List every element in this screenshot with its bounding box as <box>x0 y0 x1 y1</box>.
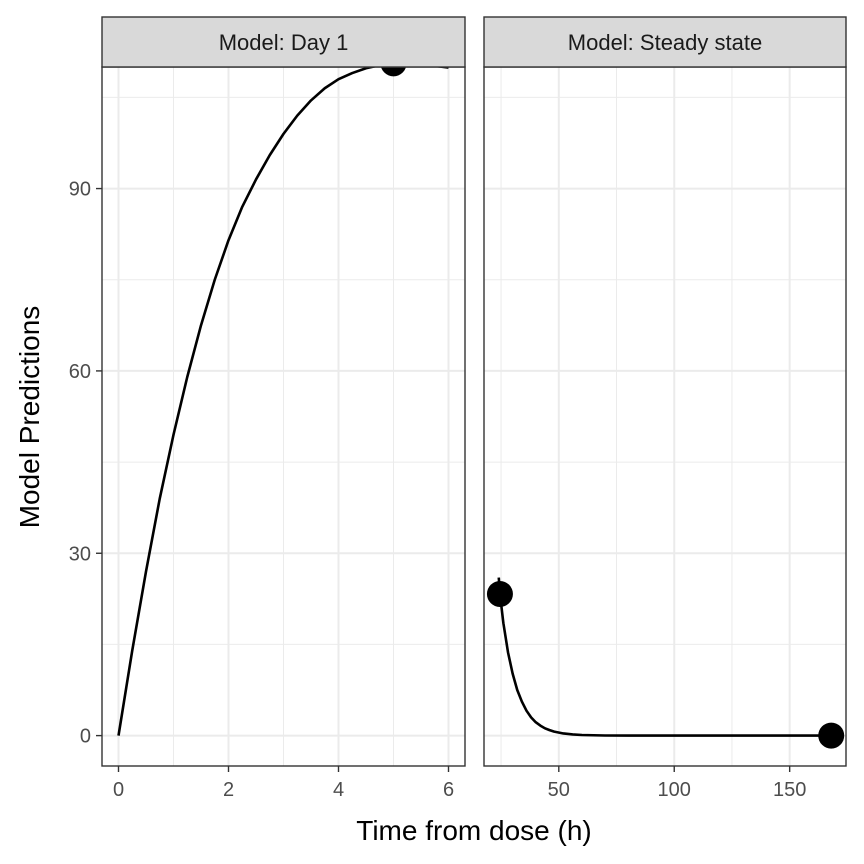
series-line <box>497 577 832 737</box>
y-axis-title: Model Predictions <box>14 306 45 529</box>
x-tick-label: 6 <box>443 779 454 801</box>
strip-background <box>101 16 466 68</box>
panel-background <box>484 67 846 766</box>
data-point <box>486 580 513 607</box>
x-tick-label: 150 <box>773 779 806 801</box>
x-tick-label: 100 <box>658 779 691 801</box>
y-tick-label: 0 <box>80 726 91 748</box>
strip-background <box>483 16 847 68</box>
panel-2: Model: Steady state 50 100 150 <box>483 16 847 801</box>
y-tick-label: 30 <box>69 543 91 565</box>
x-tick-label: 50 <box>548 779 570 801</box>
y-tick-label: 60 <box>69 361 91 383</box>
x-axis-title: Time from dose (h) <box>356 815 591 846</box>
x-tick-label: 2 <box>223 779 234 801</box>
y-tick-label: 90 <box>69 179 91 201</box>
x-tick-label: 4 <box>333 779 344 801</box>
data-point <box>818 722 845 749</box>
strip-label: Model: Steady state <box>568 30 762 55</box>
strip-label: Model: Day 1 <box>219 30 349 55</box>
x-tick-label: 0 <box>113 779 124 801</box>
